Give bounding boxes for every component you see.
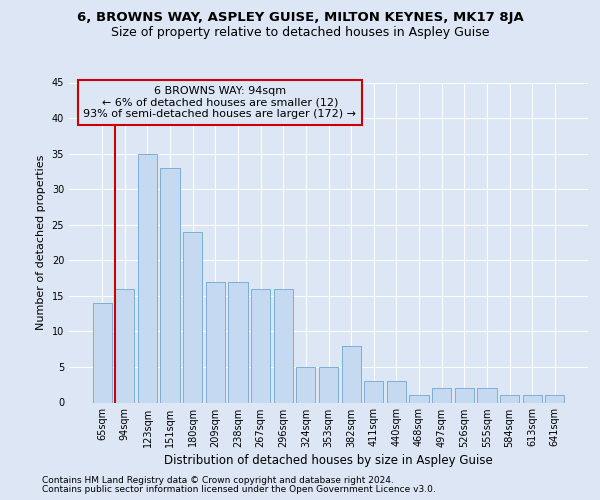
Text: Size of property relative to detached houses in Aspley Guise: Size of property relative to detached ho…: [111, 26, 489, 39]
Bar: [274, 288, 293, 403]
Text: Contains HM Land Registry data © Crown copyright and database right 2024.: Contains HM Land Registry data © Crown c…: [42, 476, 394, 485]
Bar: [251, 288, 270, 403]
Bar: [477, 388, 497, 402]
Text: Contains public sector information licensed under the Open Government Licence v3: Contains public sector information licen…: [42, 484, 436, 494]
Bar: [523, 396, 542, 402]
Bar: [364, 381, 383, 402]
Y-axis label: Number of detached properties: Number of detached properties: [36, 155, 46, 330]
Bar: [92, 303, 112, 402]
Bar: [500, 396, 519, 402]
Bar: [409, 396, 428, 402]
Bar: [432, 388, 451, 402]
Text: 6 BROWNS WAY: 94sqm
← 6% of detached houses are smaller (12)
93% of semi-detache: 6 BROWNS WAY: 94sqm ← 6% of detached hou…: [83, 86, 356, 120]
Bar: [319, 367, 338, 402]
Text: 6, BROWNS WAY, ASPLEY GUISE, MILTON KEYNES, MK17 8JA: 6, BROWNS WAY, ASPLEY GUISE, MILTON KEYN…: [77, 11, 523, 24]
Bar: [160, 168, 180, 402]
Bar: [206, 282, 225, 403]
X-axis label: Distribution of detached houses by size in Aspley Guise: Distribution of detached houses by size …: [164, 454, 493, 467]
Bar: [138, 154, 157, 402]
Bar: [183, 232, 202, 402]
Bar: [455, 388, 474, 402]
Bar: [341, 346, 361, 403]
Bar: [296, 367, 316, 402]
Bar: [115, 288, 134, 403]
Bar: [387, 381, 406, 402]
Bar: [545, 396, 565, 402]
Bar: [229, 282, 248, 403]
